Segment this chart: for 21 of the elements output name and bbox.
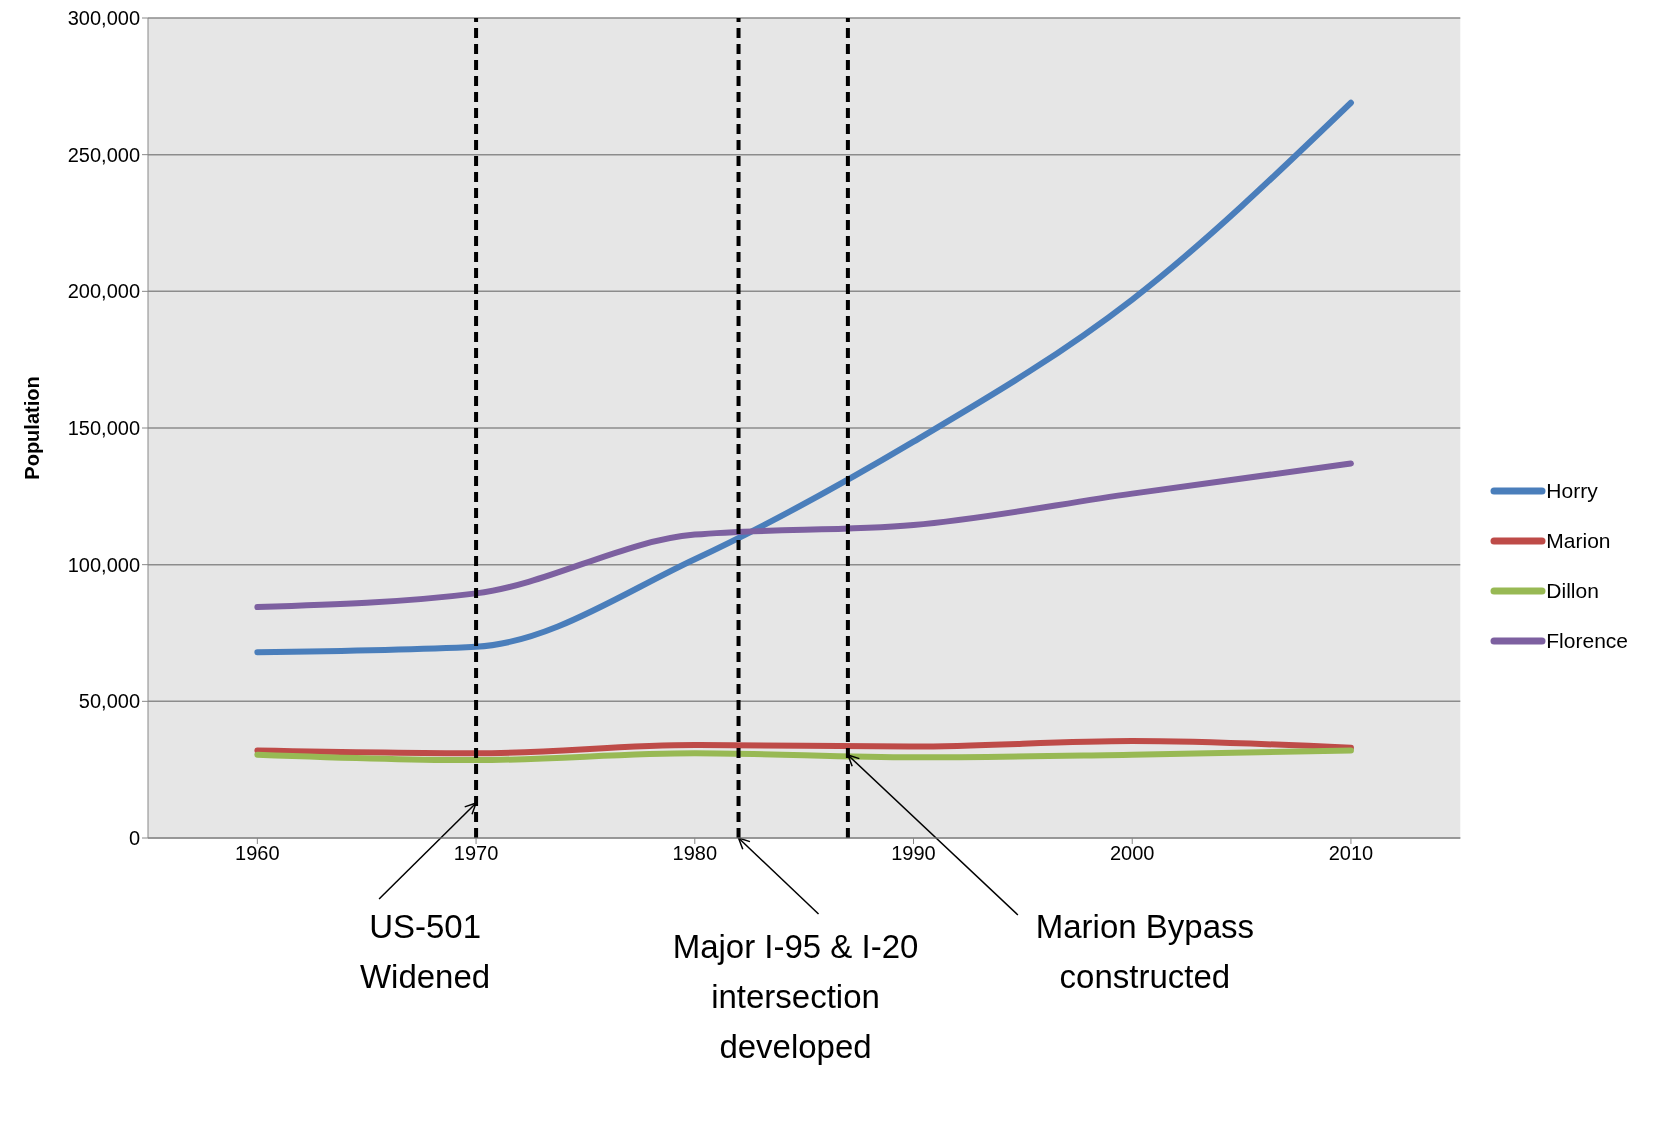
x-tick-label: 1990 — [891, 842, 936, 865]
x-tick-label: 2000 — [1109, 842, 1155, 865]
y-tick-label: 50,000 — [78, 690, 140, 713]
legend-label: Horry — [1546, 478, 1598, 503]
y-axis-title: Population — [21, 376, 44, 480]
legend-label: Florence — [1546, 628, 1628, 653]
legend-label: Marion — [1546, 528, 1611, 553]
ref-line-label: Marion Bypass constructed — [1035, 908, 1255, 995]
x-tick-label: 2010 — [1328, 842, 1374, 865]
y-tick-label: 250,000 — [67, 143, 140, 166]
y-tick-label: 0 — [128, 827, 140, 850]
legend-label: Dillon — [1546, 578, 1599, 603]
ref-line-label: Major I-95 & I-20 intersection developed — [672, 928, 919, 1065]
y-tick-label: 150,000 — [67, 417, 140, 440]
ref-line-label: US-501 Widened — [359, 908, 491, 995]
y-tick-label: 100,000 — [67, 553, 140, 576]
x-tick-label: 1970 — [453, 842, 499, 865]
x-tick-label: 1980 — [672, 842, 718, 865]
y-tick-label: 300,000 — [67, 7, 140, 30]
x-tick-label: 1960 — [235, 842, 280, 865]
y-tick-label: 200,000 — [67, 280, 140, 303]
